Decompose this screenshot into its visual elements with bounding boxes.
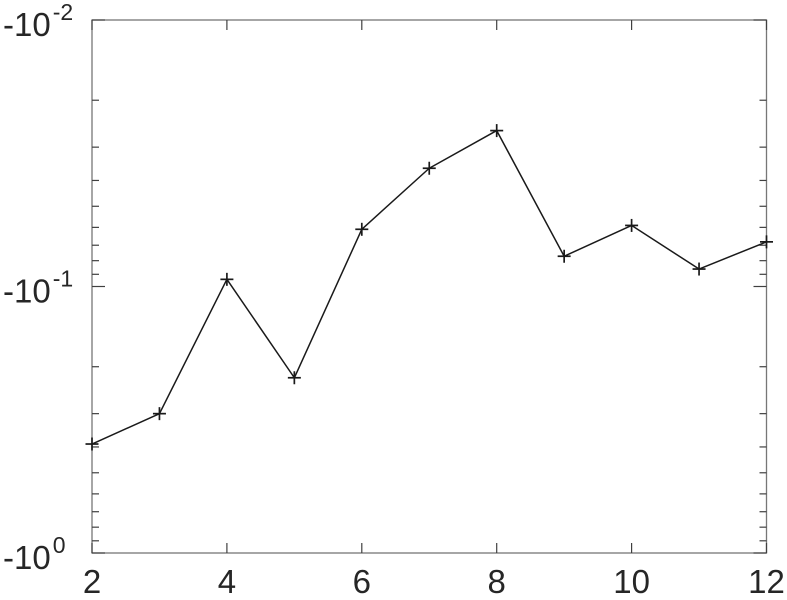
y-tick-labels: -10-2 -10-1 -100 — [3, 0, 73, 576]
data-line — [91, 129, 767, 445]
x-tick-label: 6 — [353, 563, 371, 600]
data-markers — [85, 124, 773, 451]
x-tick-label: 4 — [218, 563, 236, 600]
y-tick-label: -100 — [3, 532, 66, 576]
y-tick-label: -10-2 — [3, 0, 73, 43]
x-tick-label: 8 — [488, 563, 506, 600]
x-tick-label: 2 — [83, 563, 101, 600]
y-axis-ticks — [92, 19, 767, 554]
y-tick-label: -10-1 — [3, 266, 73, 310]
x-tick-label: 12 — [748, 563, 785, 600]
plot-frame — [91, 19, 768, 554]
x-tick-labels: 2 4 6 8 10 12 — [83, 563, 785, 600]
x-tick-label: 10 — [613, 563, 650, 600]
x-axis-ticks — [91, 20, 768, 553]
